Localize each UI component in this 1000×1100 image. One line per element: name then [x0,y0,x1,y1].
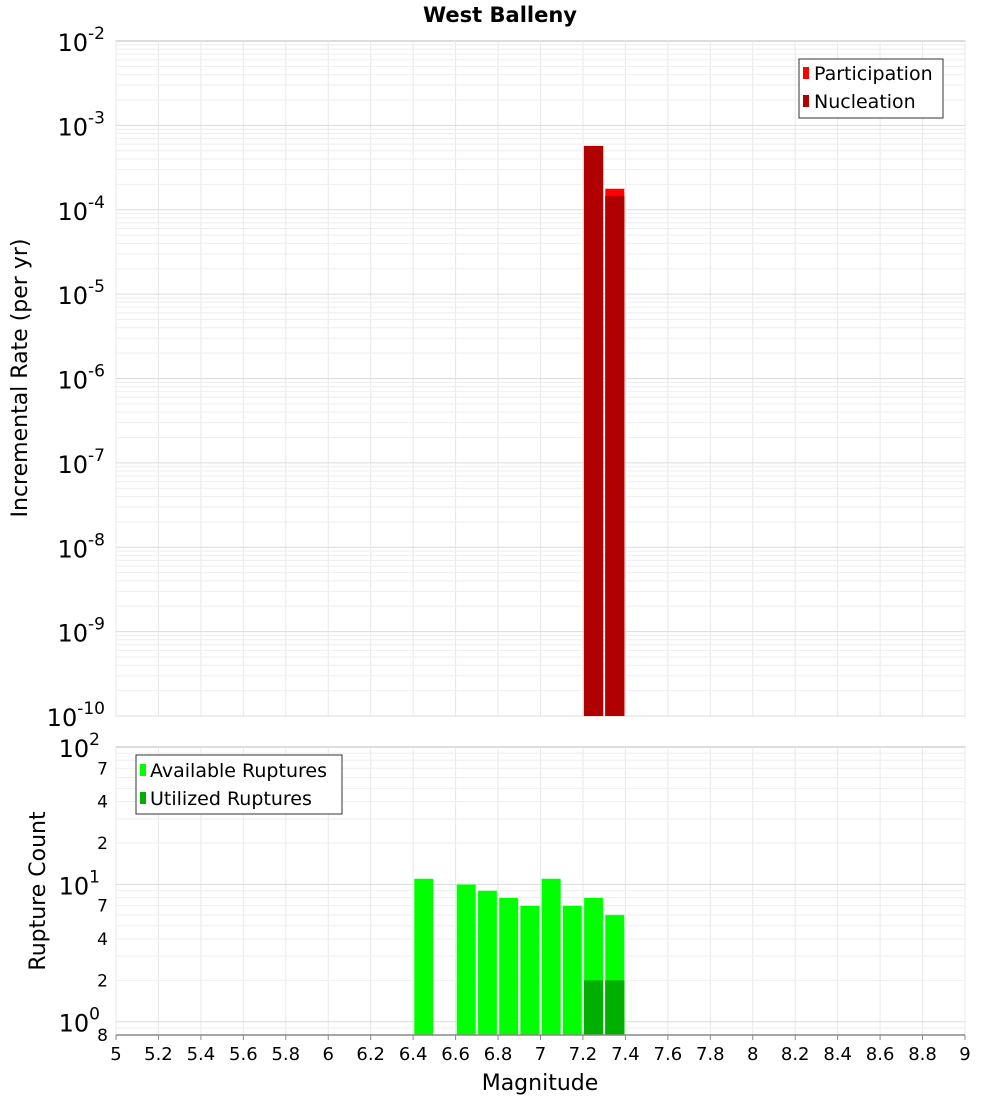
y-tick-label: 2 [97,971,108,991]
x-tick-label: 7.2 [569,1044,598,1065]
x-tick-label: 9 [959,1044,970,1065]
y-tick-label: 10-2 [58,24,106,57]
y-tick-label: 101 [59,867,100,900]
y-tick-label: 7 [97,759,108,779]
bar-available-ruptures [541,878,561,1036]
legend-swatch [803,67,809,79]
x-tick-label: 5.6 [229,1044,258,1065]
bar-nucleation [583,145,604,717]
legend-swatch [140,764,146,776]
legend-label: Nucleation [814,91,916,113]
y-tick-label: 8 [97,1026,108,1046]
y-tick-label: 10-8 [58,530,106,563]
x-tick-label: 6.4 [399,1044,428,1065]
y-tick-exponent: -10 [77,699,105,719]
legend [135,754,343,815]
y-tick-label: 4 [97,793,108,813]
legend-label: Available Ruptures [150,760,327,782]
y-tick-exponent: -7 [88,446,105,466]
y-tick-label: 10-5 [58,277,106,310]
y-tick-exponent: -2 [88,24,105,44]
legend-label: Participation [814,63,933,85]
y-tick-label: 10-3 [58,108,106,141]
y-tick-exponent: 1 [89,867,100,887]
x-tick-label: 6.6 [441,1044,470,1065]
y-tick-label: 10-7 [58,446,106,479]
y-tick-exponent: -8 [88,530,105,550]
y-axis-label: Incremental Rate (per yr) [8,239,33,518]
y-tick-exponent: -3 [88,108,105,128]
y-tick-label: 7 [97,897,108,917]
y-tick-exponent: -5 [88,277,105,297]
x-tick-label: 6 [323,1044,334,1065]
x-tick-label: 5 [110,1044,121,1065]
bar-available-ruptures [477,890,498,1036]
x-tick-label: 8.4 [823,1044,852,1065]
bar-available-ruptures [562,905,583,1036]
y-tick-label: 4 [97,930,108,950]
x-axis-label: Magnitude [482,1071,599,1096]
x-tick-label: 6.2 [356,1044,385,1065]
bar-available-ruptures [520,905,540,1036]
y-tick-exponent: -6 [88,362,105,382]
y-axis-label: Rupture Count [26,811,51,971]
legend-swatch [803,95,809,107]
legend-swatch [140,792,146,804]
bar-utilized-ruptures [605,980,625,1035]
y-tick-label: 10-4 [58,193,106,226]
legend-label: Utilized Ruptures [150,788,312,810]
x-tick-label: 5.2 [144,1044,173,1065]
x-tick-label: 7.4 [611,1044,640,1065]
bar-nucleation [605,196,625,716]
y-tick-exponent: -4 [88,193,105,213]
y-tick-label: 100 [59,1005,100,1038]
x-tick-label: 6.8 [484,1044,513,1065]
x-tick-label: 7.8 [696,1044,725,1065]
bar-utilized-ruptures [583,980,604,1035]
x-tick-label: 5.8 [271,1044,300,1065]
y-tick-exponent: 2 [89,730,100,750]
x-tick-label: 8.6 [866,1044,895,1065]
x-tick-label: 7.6 [654,1044,683,1065]
bar-available-ruptures [456,884,477,1036]
bar-available-ruptures [498,897,519,1036]
x-tick-label: 5.4 [187,1044,216,1065]
y-tick-label: 10-10 [47,699,105,732]
chart-title: West Balleny [423,3,577,27]
x-tick-label: 8.2 [781,1044,810,1065]
y-tick-exponent: -9 [88,615,105,635]
bar-available-ruptures [413,878,434,1036]
x-tick-label: 8 [747,1044,758,1065]
y-tick-label: 10-6 [58,362,106,395]
legend [798,58,944,119]
y-tick-label: 102 [59,730,100,763]
x-tick-label: 8.8 [908,1044,937,1065]
y-tick-label: 2 [97,834,108,854]
y-tick-label: 10-9 [58,615,106,648]
x-tick-label: 7 [535,1044,546,1065]
y-tick-exponent: 0 [89,1005,100,1025]
